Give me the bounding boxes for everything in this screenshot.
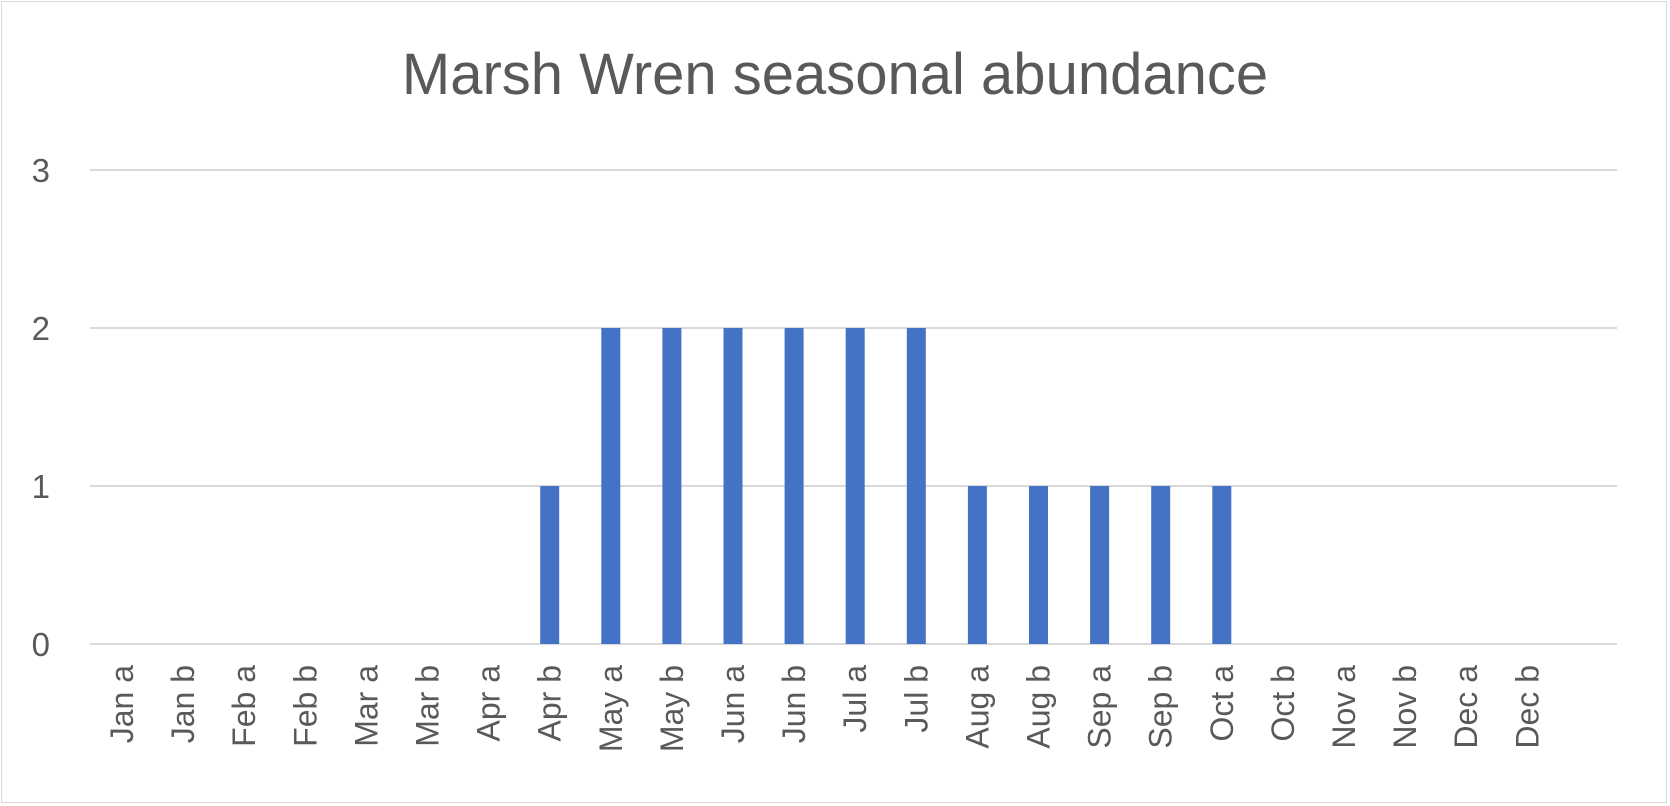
x-category-label: Nov b bbox=[1387, 665, 1423, 749]
bar-jul-a bbox=[845, 328, 865, 644]
x-category-label: Feb b bbox=[287, 665, 323, 747]
x-category-label: Jun b bbox=[776, 665, 812, 743]
bars bbox=[540, 328, 1232, 644]
y-tick-label: 3 bbox=[32, 152, 50, 189]
x-category-label: May b bbox=[654, 665, 690, 752]
x-category-label: Mar a bbox=[348, 665, 384, 747]
x-category-label: Aug b bbox=[1021, 665, 1057, 749]
x-category-label: Jul b bbox=[898, 665, 934, 733]
bar-jun-a bbox=[723, 328, 743, 644]
bar-sep-a bbox=[1090, 486, 1110, 644]
bar-jun-b bbox=[784, 328, 804, 644]
x-category-label: Feb a bbox=[226, 665, 262, 747]
bar-may-a bbox=[601, 328, 621, 644]
x-category-label: Nov a bbox=[1326, 665, 1362, 749]
bar-apr-b bbox=[540, 486, 560, 644]
bar-may-b bbox=[662, 328, 682, 644]
x-category-label: Dec b bbox=[1509, 665, 1545, 749]
x-axis-category-labels: Jan a Jan b Feb a Feb b Mar a Mar b Apr a Apr b… bbox=[104, 665, 1545, 752]
y-axis-tick-labels: 0 1 2 3 bbox=[32, 152, 50, 663]
x-category-label: May a bbox=[593, 665, 629, 752]
x-category-label: Apr a bbox=[471, 665, 507, 742]
bar-aug-b bbox=[1029, 486, 1048, 644]
x-category-label: Jan a bbox=[104, 665, 140, 743]
bar-sep-b bbox=[1151, 486, 1171, 644]
x-category-label: Dec a bbox=[1448, 665, 1484, 749]
bar-oct-a bbox=[1212, 486, 1232, 644]
x-category-label: Apr b bbox=[532, 665, 568, 741]
y-tick-label: 2 bbox=[32, 310, 50, 347]
x-category-label: Sep a bbox=[1082, 665, 1118, 749]
chart-title: Marsh Wren seasonal abundance bbox=[401, 42, 1269, 107]
x-category-label: Aug a bbox=[959, 665, 995, 749]
x-category-label: Jan b bbox=[165, 665, 201, 743]
x-category-label: Oct a bbox=[1204, 665, 1240, 742]
x-category-label: Jul a bbox=[837, 665, 873, 733]
x-category-label: Sep b bbox=[1143, 665, 1179, 749]
y-tick-label: 0 bbox=[32, 626, 50, 663]
x-category-label: Jun a bbox=[715, 665, 751, 743]
bar-aug-a bbox=[967, 486, 987, 644]
y-tick-label: 1 bbox=[32, 468, 50, 505]
x-category-label: Oct b bbox=[1265, 665, 1301, 741]
x-category-label: Mar b bbox=[410, 665, 446, 747]
bar-jul-b bbox=[906, 328, 926, 644]
